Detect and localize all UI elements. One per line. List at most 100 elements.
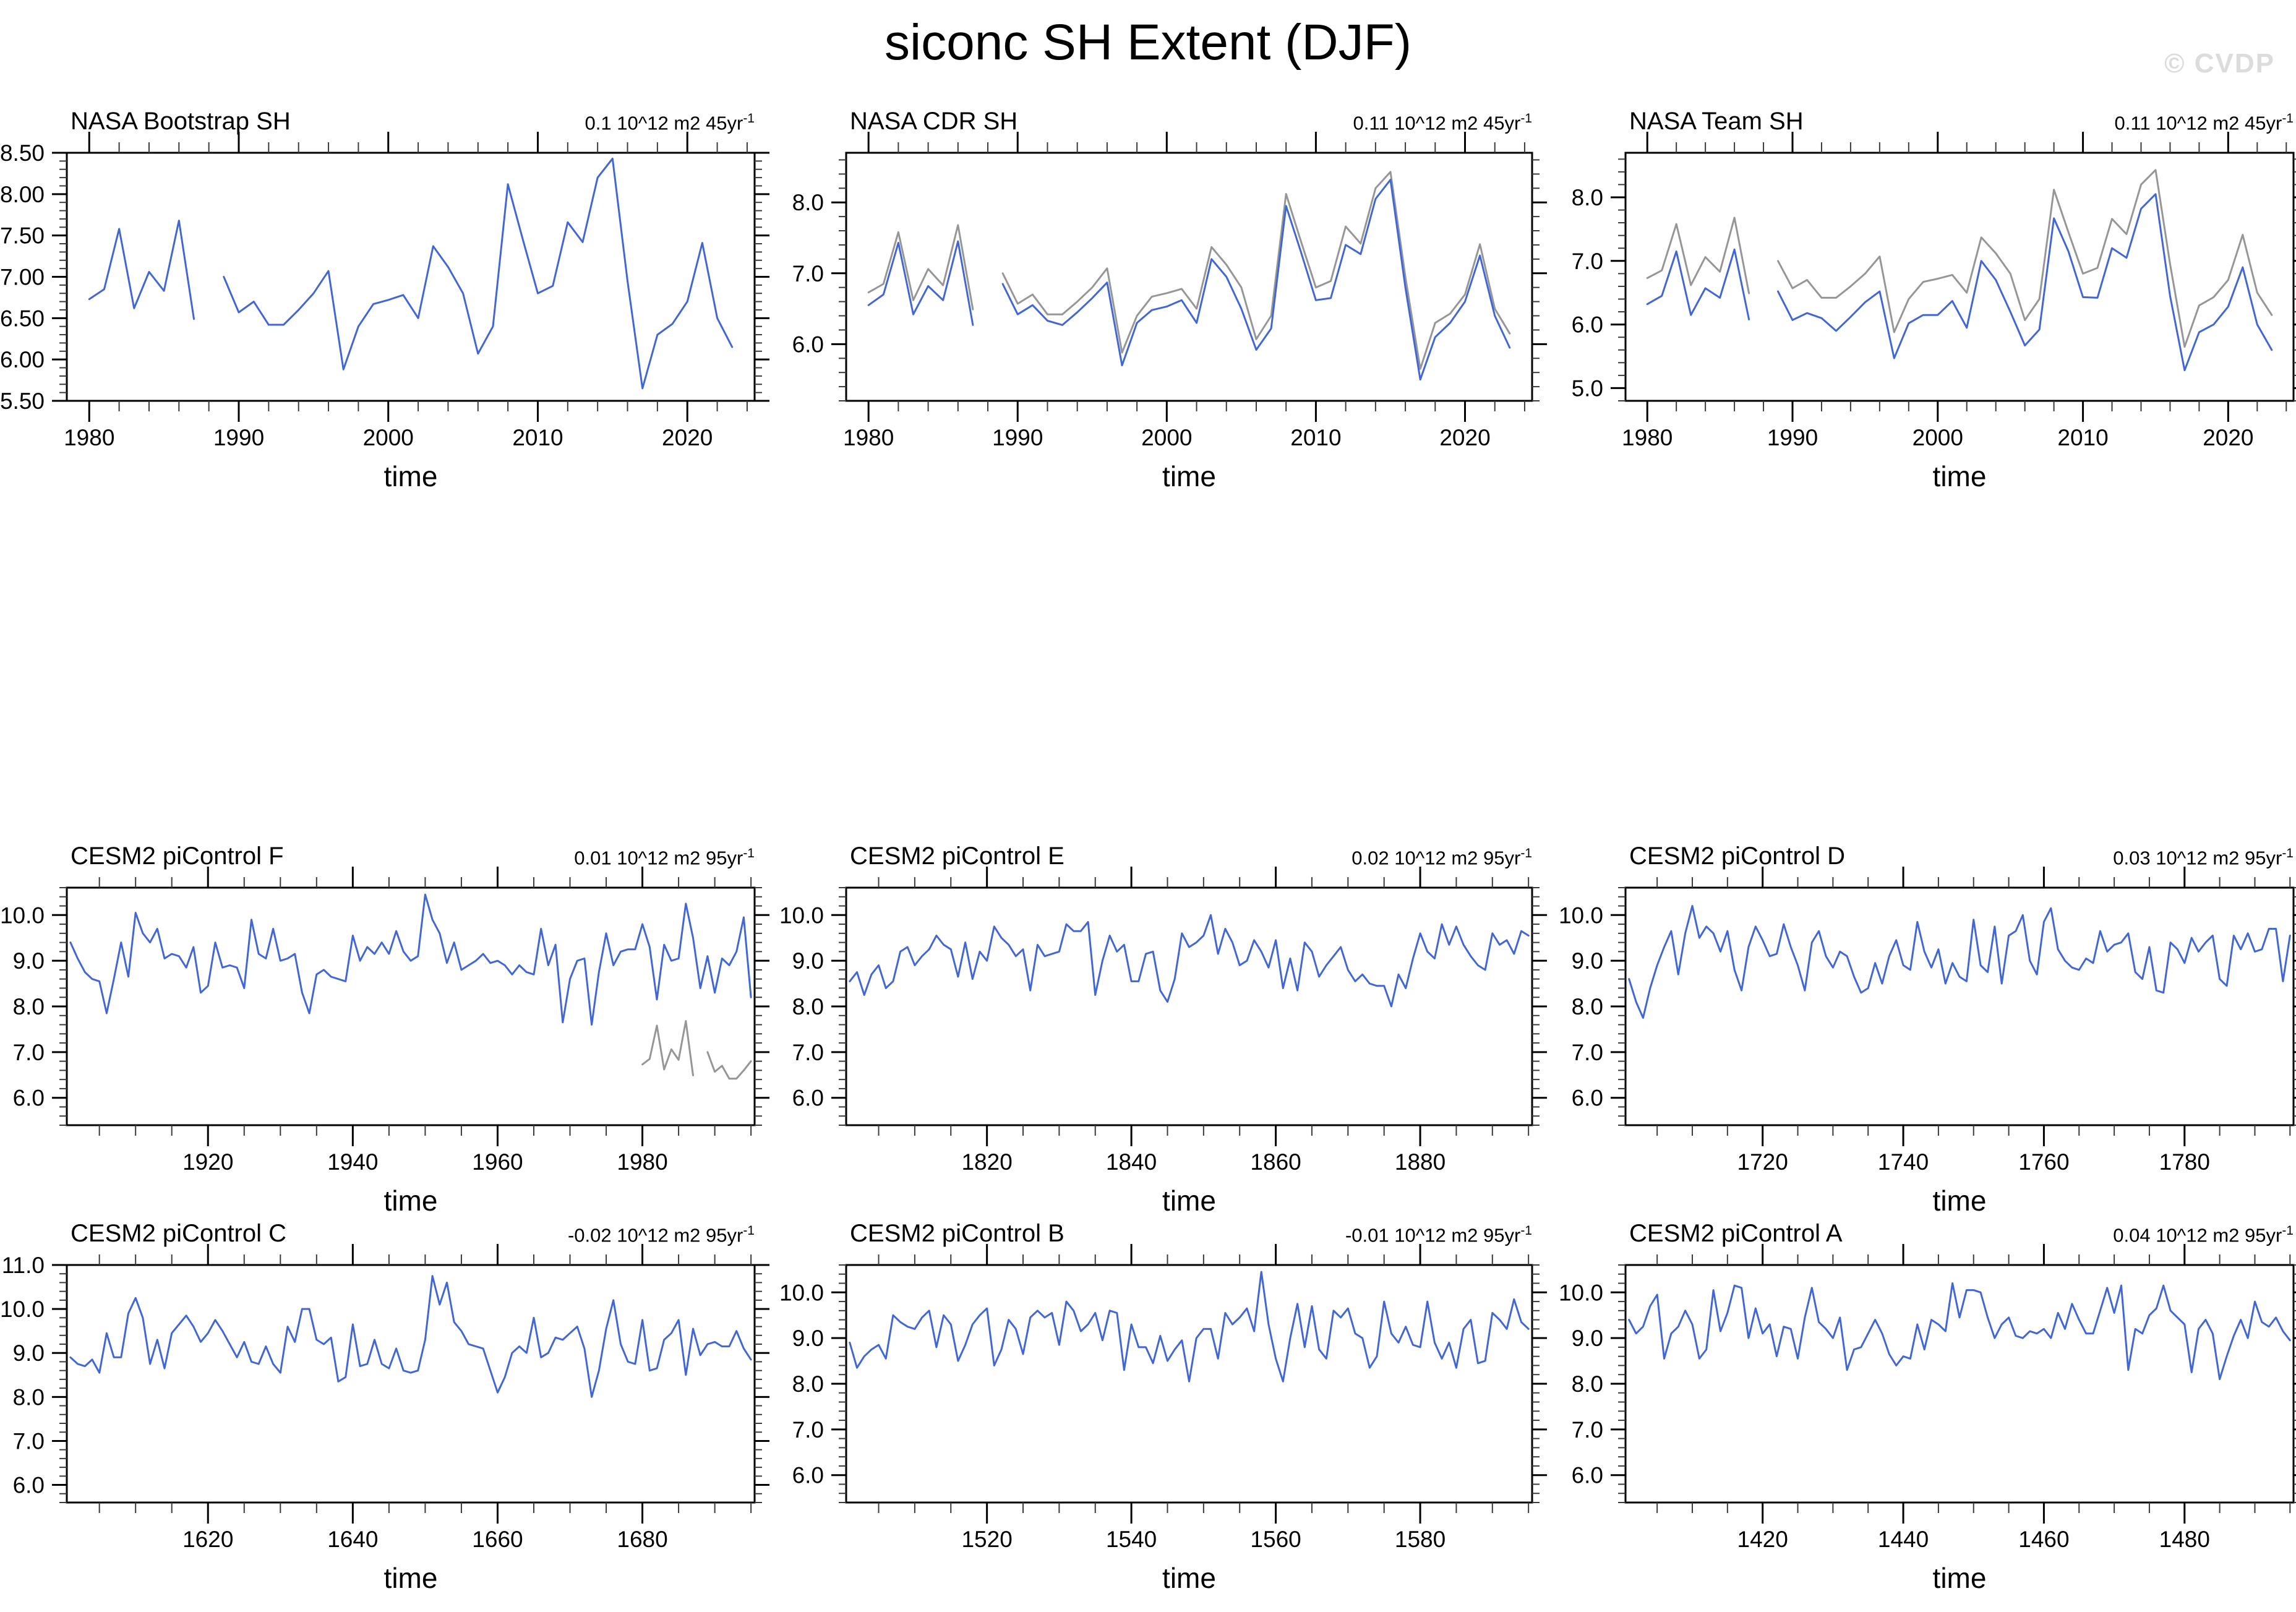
svg-text:1990: 1990 [213, 425, 264, 450]
trend-annotation: -0.02 10^12 m2 95yr-1 [567, 1224, 755, 1246]
svg-text:6.0: 6.0 [1572, 1086, 1603, 1111]
svg-text:time: time [384, 1185, 438, 1217]
svg-text:6.0: 6.0 [792, 332, 824, 357]
panel-title: CESM2 piControl D [1629, 842, 1846, 870]
svg-text:8.0: 8.0 [13, 994, 45, 1019]
page-title: siconc SH Extent (DJF) [884, 14, 1412, 71]
svg-text:1480: 1480 [2159, 1527, 2210, 1552]
svg-text:9.0: 9.0 [1572, 948, 1603, 974]
svg-text:11.0: 11.0 [2, 1253, 45, 1278]
svg-text:2000: 2000 [1913, 425, 1963, 450]
series-blue [1646, 193, 2273, 372]
svg-text:2020: 2020 [662, 425, 713, 450]
svg-text:1560: 1560 [1250, 1527, 1301, 1552]
svg-text:2010: 2010 [2057, 425, 2108, 450]
chart-nasa-team-sh: 5.0 6.0 7.0 8.0 1980 1990 2000 2010 2020 time [1572, 132, 2296, 492]
chart-cesm2-picontrol-a: 6.0 7.0 8.0 9.0 10.0 1420 1440 1460 1480 time [1559, 1244, 2296, 1594]
series-blue [69, 1275, 752, 1398]
svg-text:1680: 1680 [617, 1527, 667, 1552]
svg-text:6.0: 6.0 [792, 1463, 824, 1488]
svg-text:1740: 1740 [1878, 1149, 1929, 1175]
svg-text:1720: 1720 [1737, 1149, 1788, 1175]
panel-header-nasa-team: NASA Team SH 0.11 10^12 m2 45yr-1 [1629, 103, 2294, 135]
svg-text:2020: 2020 [2203, 425, 2253, 450]
svg-text:10.0: 10.0 [779, 1280, 824, 1305]
svg-text:10.0: 10.0 [1559, 1280, 1603, 1305]
panel-header-picontrol-c: CESM2 piControl C -0.02 10^12 m2 95yr-1 [71, 1215, 755, 1247]
svg-text:1540: 1540 [1106, 1527, 1157, 1552]
chart-nasa-bootstrap-sh: 5.50 6.00 6.50 7.00 7.50 8.00 8.50 1980 1990 2000… [0, 132, 769, 492]
svg-text:1990: 1990 [1767, 425, 1818, 450]
svg-text:2000: 2000 [363, 425, 414, 450]
trend-annotation: -0.01 10^12 m2 95yr-1 [1345, 1224, 1532, 1246]
panel-title: CESM2 piControl A [1629, 1220, 1843, 1248]
svg-text:1990: 1990 [992, 425, 1043, 450]
svg-text:10.0: 10.0 [0, 1297, 45, 1322]
svg-text:7.00: 7.00 [0, 265, 45, 290]
svg-text:9.0: 9.0 [13, 948, 45, 974]
svg-text:2010: 2010 [1290, 425, 1341, 450]
svg-text:9.0: 9.0 [13, 1340, 45, 1366]
svg-text:8.0: 8.0 [1572, 1371, 1603, 1397]
svg-text:8.00: 8.00 [0, 182, 45, 207]
svg-text:8.0: 8.0 [1572, 185, 1603, 210]
panel-header-picontrol-d: CESM2 piControl D 0.03 10^12 m2 95yr-1 [1629, 838, 2294, 870]
chart-cesm2-picontrol-d: 6.0 7.0 8.0 9.0 10.0 1720 1740 1760 1780 time [1559, 867, 2296, 1217]
svg-text:8.0: 8.0 [1572, 994, 1603, 1019]
panel-header-picontrol-b: CESM2 piControl B -0.01 10^12 m2 95yr-1 [850, 1215, 1532, 1247]
series-blue [69, 893, 752, 1026]
panel-header-nasa-bootstrap: NASA Bootstrap SH 0.1 10^12 m2 45yr-1 [71, 103, 755, 135]
series-blue [849, 1271, 1530, 1383]
series-gray [867, 171, 1511, 370]
svg-text:time: time [1933, 460, 1987, 492]
trend-annotation: 0.11 10^12 m2 45yr-1 [1353, 111, 1532, 134]
svg-text:1620: 1620 [182, 1527, 233, 1552]
svg-text:1960: 1960 [472, 1149, 523, 1175]
series-blue [1628, 905, 2291, 1019]
svg-text:6.0: 6.0 [13, 1473, 45, 1498]
svg-text:10.0: 10.0 [0, 902, 45, 928]
svg-text:5.50: 5.50 [0, 388, 45, 414]
svg-text:1820: 1820 [961, 1149, 1012, 1175]
svg-text:7.0: 7.0 [792, 1040, 824, 1065]
series-blue [867, 179, 1511, 381]
cvdp-watermark: © CVDP [2164, 48, 2275, 79]
svg-text:7.0: 7.0 [1572, 1040, 1603, 1065]
svg-text:9.0: 9.0 [792, 948, 824, 974]
series-gray [1646, 169, 2273, 348]
svg-text:8.0: 8.0 [792, 1371, 824, 1397]
panel-title: NASA Team SH [1629, 108, 1804, 135]
svg-text:1880: 1880 [1395, 1149, 1446, 1175]
trend-annotation: 0.1 10^12 m2 45yr-1 [585, 111, 755, 134]
svg-text:time: time [1162, 460, 1216, 492]
trend-annotation: 0.11 10^12 m2 45yr-1 [2114, 111, 2294, 134]
svg-text:1580: 1580 [1395, 1527, 1446, 1552]
panel-title: CESM2 piControl C [71, 1220, 287, 1248]
svg-text:1460: 1460 [2018, 1527, 2069, 1552]
panel-header-picontrol-a: CESM2 piControl A 0.04 10^12 m2 95yr-1 [1629, 1215, 2294, 1247]
svg-text:2000: 2000 [1141, 425, 1192, 450]
svg-text:1780: 1780 [2159, 1149, 2210, 1175]
svg-text:10.0: 10.0 [779, 902, 824, 928]
svg-text:7.0: 7.0 [13, 1428, 45, 1454]
svg-text:1920: 1920 [182, 1149, 233, 1175]
svg-text:7.0: 7.0 [13, 1040, 45, 1065]
panel-title: CESM2 piControl F [71, 842, 284, 870]
svg-text:8.0: 8.0 [13, 1384, 45, 1410]
svg-text:9.0: 9.0 [1572, 1326, 1603, 1351]
panel-title: CESM2 piControl E [850, 842, 1064, 870]
svg-text:1660: 1660 [472, 1527, 523, 1552]
svg-text:6.0: 6.0 [792, 1086, 824, 1111]
svg-text:1640: 1640 [327, 1527, 378, 1552]
svg-text:7.0: 7.0 [792, 1417, 824, 1443]
trend-annotation: 0.04 10^12 m2 95yr-1 [2113, 1224, 2294, 1246]
panel-title: NASA CDR SH [850, 108, 1018, 135]
svg-text:2020: 2020 [1439, 425, 1490, 450]
svg-text:1940: 1940 [327, 1149, 378, 1175]
svg-text:7.0: 7.0 [1572, 1417, 1603, 1443]
svg-text:2010: 2010 [512, 425, 563, 450]
series-gray [641, 1020, 752, 1080]
series-blue [849, 914, 1530, 1008]
svg-text:6.0: 6.0 [13, 1086, 45, 1111]
